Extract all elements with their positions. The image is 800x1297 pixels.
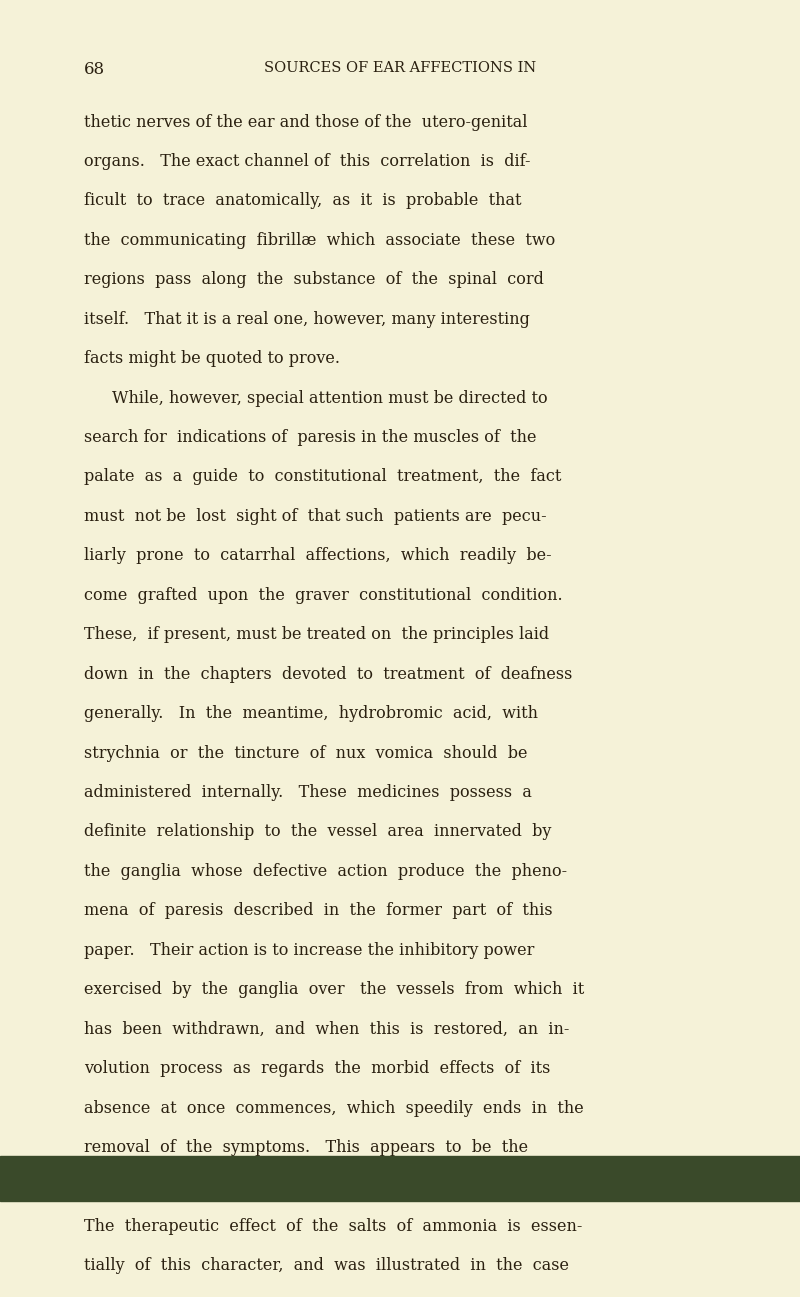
Text: of  the  action  of  so-called  “ nervine  tonics.”: of the action of so-called “ nervine ton… xyxy=(138,1179,527,1196)
Text: search for  indications of  paresis in the muscles of  the: search for indications of paresis in the… xyxy=(84,429,537,446)
Text: the  communicating  fibrillæ  which  associate  these  two: the communicating fibrillæ which associa… xyxy=(84,232,555,249)
Text: volution  process  as  regards  the  morbid  effects  of  its: volution process as regards the morbid e… xyxy=(84,1060,550,1077)
Text: administered  internally.   These  medicines  possess  a: administered internally. These medicines… xyxy=(84,783,532,802)
Bar xyxy=(0,1156,800,1201)
Text: paper.   Their action is to increase the inhibitory power: paper. Their action is to increase the i… xyxy=(84,942,534,958)
Text: ficult  to  trace  anatomically,  as  it  is  probable  that: ficult to trace anatomically, as it is p… xyxy=(84,192,522,209)
Text: 68: 68 xyxy=(84,61,105,78)
Text: regions  pass  along  the  substance  of  the  spinal  cord: regions pass along the substance of the … xyxy=(84,271,544,288)
Text: definite  relationship  to  the  vessel  area  innervated  by: definite relationship to the vessel area… xyxy=(84,824,551,840)
Text: organs.   The exact channel of  this  correlation  is  dif-: organs. The exact channel of this correl… xyxy=(84,153,530,170)
Text: While, however, special attention must be directed to: While, however, special attention must b… xyxy=(112,389,548,406)
Text: itself.   That it is a real one, however, many interesting: itself. That it is a real one, however, … xyxy=(84,311,530,328)
Text: exercised  by  the  ganglia  over   the  vessels  from  which  it: exercised by the ganglia over the vessel… xyxy=(84,982,584,999)
Text: has  been  withdrawn,  and  when  this  is  restored,  an  in-: has been withdrawn, and when this is res… xyxy=(84,1021,570,1038)
Text: must  not be  lost  sight of  that such  patients are  pecu-: must not be lost sight of that such pati… xyxy=(84,508,546,525)
Text: down  in  the  chapters  devoted  to  treatment  of  deafness: down in the chapters devoted to treatmen… xyxy=(84,665,572,682)
Text: generally.   In  the  meantime,  hydrobromic  acid,  with: generally. In the meantime, hydrobromic … xyxy=(84,706,538,722)
Text: strychnia  or  the  tincture  of  nux  vomica  should  be: strychnia or the tincture of nux vomica … xyxy=(84,744,527,761)
Text: absence  at  once  commences,  which  speedily  ends  in  the: absence at once commences, which speedil… xyxy=(84,1100,584,1117)
Text: These,  if present, must be treated on  the principles laid: These, if present, must be treated on th… xyxy=(84,626,549,643)
Text: removal  of  the  symptoms.   This  appears  to  be  the: removal of the symptoms. This appears to… xyxy=(84,1139,528,1156)
Text: the  ganglia  whose  defective  action  produce  the  pheno-: the ganglia whose defective action produ… xyxy=(84,863,567,879)
Text: liarly  prone  to  catarrhal  affections,  which  readily  be-: liarly prone to catarrhal affections, wh… xyxy=(84,547,552,564)
Text: palate  as  a  guide  to  constitutional  treatment,  the  fact: palate as a guide to constitutional trea… xyxy=(84,468,562,485)
Text: SOURCES OF EAR AFFECTIONS IN: SOURCES OF EAR AFFECTIONS IN xyxy=(264,61,536,75)
Text: thetic nerves of the ear and those of the  utero-genital: thetic nerves of the ear and those of th… xyxy=(84,114,527,131)
Text: come  grafted  upon  the  graver  constitutional  condition.: come grafted upon the graver constitutio… xyxy=(84,586,562,604)
Text: rationale: rationale xyxy=(84,1179,157,1196)
Text: facts might be quoted to prove.: facts might be quoted to prove. xyxy=(84,350,340,367)
Text: The  therapeutic  effect  of  the  salts  of  ammonia  is  essen-: The therapeutic effect of the salts of a… xyxy=(84,1218,582,1235)
Text: mena  of  paresis  described  in  the  former  part  of  this: mena of paresis described in the former … xyxy=(84,903,553,920)
Text: tially  of  this  character,  and  was  illustrated  in  the  case: tially of this character, and was illust… xyxy=(84,1257,569,1274)
